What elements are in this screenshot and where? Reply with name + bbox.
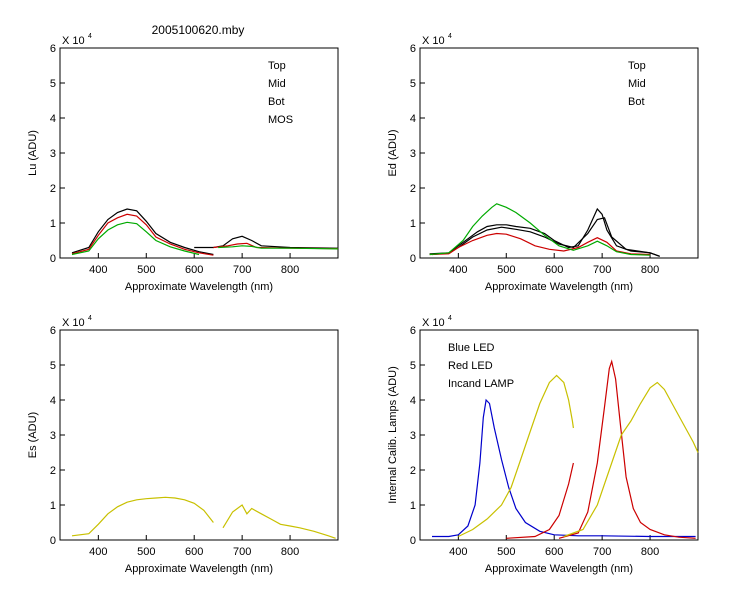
x-tick-label: 800	[281, 546, 299, 558]
legend-entry: Blue LED	[448, 342, 495, 354]
legend-entry: Bot	[628, 96, 645, 108]
series-line-blue-led	[432, 398, 696, 538]
x-tick-label: 400	[89, 264, 107, 276]
y-tick-label: 6	[410, 325, 416, 337]
x-tick-label: 500	[137, 264, 155, 276]
y-tick-label: 0	[50, 535, 56, 547]
x-tick-label: 600	[545, 546, 563, 558]
legend-entry: Top	[628, 60, 646, 72]
x-tick-label: 500	[497, 546, 515, 558]
x-tick-label: 600	[545, 264, 563, 276]
y-tick-label: 0	[50, 253, 56, 265]
y-tick-label: 4	[50, 395, 56, 407]
plot-frame	[59, 329, 339, 541]
x-tick-label: 500	[137, 546, 155, 558]
series-line-mid	[71, 213, 214, 256]
y-tick-label: 4	[410, 395, 416, 407]
legend-entry: Mid	[268, 78, 286, 90]
series-line-top	[71, 208, 214, 256]
y-tick-label: 3	[410, 430, 416, 442]
x-tick-label: 800	[281, 264, 299, 276]
y-tick-label: 5	[410, 360, 416, 372]
x-tick-label: 700	[233, 546, 251, 558]
y-tick-label: 1	[410, 500, 416, 512]
x-tick-label: 700	[593, 264, 611, 276]
y-axis-label: Es (ADU)	[27, 412, 39, 458]
exponent-label: X 10	[422, 317, 445, 329]
x-tick-label: 400	[89, 546, 107, 558]
series-line-top	[429, 207, 660, 257]
y-tick-label: 5	[410, 78, 416, 90]
exponent-label: X 10	[422, 35, 445, 47]
y-tick-label: 6	[50, 43, 56, 55]
x-tick-label: 400	[449, 264, 467, 276]
legend-entry: Mid	[628, 78, 646, 90]
y-tick-label: 3	[50, 430, 56, 442]
series-line-bot	[429, 203, 651, 256]
series-line-top	[194, 235, 339, 249]
y-tick-label: 2	[50, 465, 56, 477]
y-tick-label: 6	[50, 325, 56, 337]
y-tick-label: 2	[410, 183, 416, 195]
series-line-bot	[71, 221, 200, 256]
y-axis-label: Internal Calib. Lamps (ADU)	[387, 366, 399, 504]
y-axis-label: Lu (ADU)	[27, 130, 39, 176]
x-axis-label: Approximate Wavelength (nm)	[485, 563, 633, 575]
x-tick-label: 600	[185, 264, 203, 276]
plot-frame	[419, 47, 699, 259]
series-line-es	[222, 504, 336, 539]
y-tick-label: 0	[410, 253, 416, 265]
exponent-label: X 10	[62, 35, 85, 47]
legend-entry: Bot	[268, 96, 285, 108]
series-line-red-led	[506, 462, 574, 539]
series-line-mid	[429, 232, 651, 256]
y-tick-label: 4	[50, 113, 56, 125]
y-tick-label: 5	[50, 360, 56, 372]
y-tick-label: 1	[50, 218, 56, 230]
x-tick-label: 700	[233, 264, 251, 276]
exponent-power: 4	[88, 33, 92, 40]
x-axis-label: Approximate Wavelength (nm)	[485, 281, 633, 293]
exponent-power: 4	[88, 315, 92, 322]
legend-entry: MOS	[268, 114, 293, 126]
x-tick-label: 800	[641, 264, 659, 276]
series-line-incand-lamp	[563, 381, 699, 538]
y-axis-label: Ed (ADU)	[387, 129, 399, 176]
series-line-red-led	[558, 359, 696, 539]
exponent-label: X 10	[62, 317, 85, 329]
legend-entry: Top	[268, 60, 286, 72]
exponent-power: 4	[448, 33, 452, 40]
y-tick-label: 2	[50, 183, 56, 195]
y-tick-label: 6	[410, 43, 416, 55]
x-axis-label: Approximate Wavelength (nm)	[125, 563, 273, 575]
y-tick-label: 1	[50, 500, 56, 512]
y-tick-label: 2	[410, 465, 416, 477]
y-tick-label: 5	[50, 78, 56, 90]
x-tick-label: 600	[185, 546, 203, 558]
legend-entry: Incand LAMP	[448, 378, 514, 390]
x-axis-label: Approximate Wavelength (nm)	[125, 281, 273, 293]
exponent-power: 4	[448, 315, 452, 322]
series-line-bot	[218, 245, 339, 250]
y-tick-label: 3	[50, 148, 56, 160]
x-tick-label: 800	[641, 546, 659, 558]
legend-entry: Red LED	[448, 360, 493, 372]
x-tick-label: 700	[593, 546, 611, 558]
series-line-es	[71, 496, 214, 537]
x-tick-label: 500	[497, 264, 515, 276]
y-tick-label: 1	[410, 218, 416, 230]
y-tick-label: 4	[410, 113, 416, 125]
y-tick-label: 3	[410, 148, 416, 160]
y-tick-label: 0	[410, 535, 416, 547]
x-tick-label: 400	[449, 546, 467, 558]
series-line-incand-lamp	[458, 374, 574, 538]
figure-title: 2005100620.mby	[152, 23, 245, 37]
